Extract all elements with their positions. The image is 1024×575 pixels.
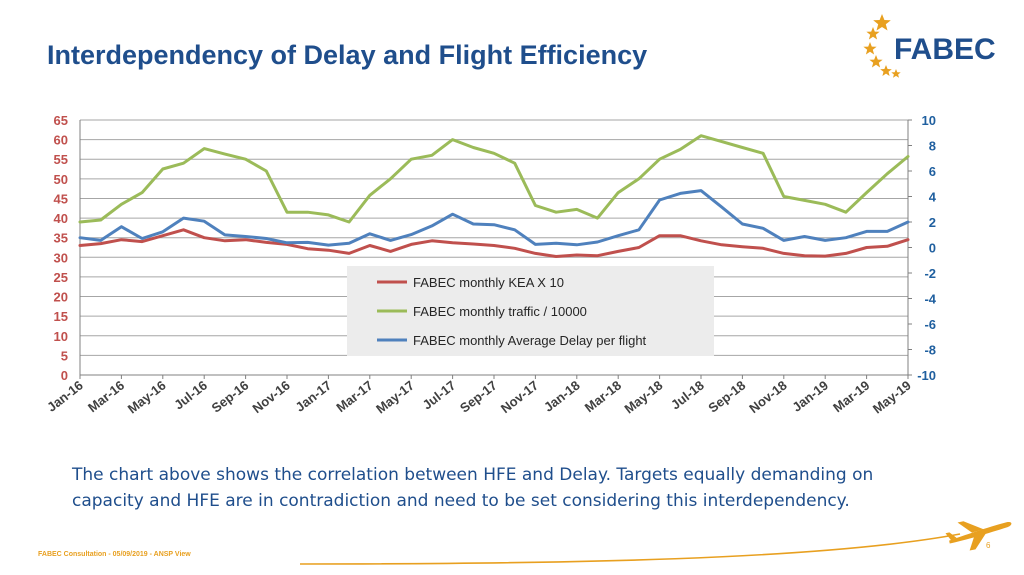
- caption-text: The chart above shows the correlation be…: [72, 465, 874, 511]
- x-tick-label: May-19: [870, 378, 914, 417]
- y-right-tick-label: 8: [929, 139, 936, 154]
- legend-box: [347, 266, 714, 356]
- slide-title: Interdependency of Delay and Flight Effi…: [47, 40, 648, 70]
- fabec-logo: FABEC: [863, 14, 996, 78]
- y-left-tick-label: 65: [54, 113, 68, 128]
- y-left-tick-label: 25: [54, 270, 68, 285]
- x-tick-label: Mar-16: [85, 378, 127, 416]
- y-left-tick-label: 0: [61, 368, 68, 383]
- page-number: 6: [986, 541, 991, 550]
- x-tick-label: Nov-18: [746, 378, 789, 417]
- x-tick-label: May-18: [621, 378, 665, 417]
- x-tick-label: Nov-16: [249, 378, 292, 417]
- footer-text: FABEC Consultation - 05/09/2019 - ANSP V…: [38, 551, 191, 558]
- y-right-tick-label: 2: [929, 215, 936, 230]
- x-tick-label: May-16: [125, 378, 169, 417]
- series-line-3: [78, 189, 910, 247]
- y-right-tick-label: 4: [929, 190, 937, 205]
- y-right-tick-label: 10: [922, 113, 936, 128]
- y-left-tick-label: 35: [54, 231, 68, 246]
- x-tick-label: Jul-17: [420, 378, 459, 413]
- orange-swoosh: [300, 533, 961, 565]
- y-left-tick-label: 60: [54, 133, 68, 148]
- y-left-tick-label: 5: [61, 348, 68, 363]
- y-left-tick-label: 55: [54, 152, 68, 167]
- y-left-tick-label: 40: [54, 211, 68, 226]
- chart: 0 5 10 15 20 25 30 35 40 45 50 55 60 65 -10 -8 -6 -4 -2 0 2 4…: [40, 108, 970, 458]
- x-tick-label: Mar-19: [830, 378, 872, 416]
- y-left-tick-label: 15: [54, 309, 68, 324]
- x-tick-label: Mar-17: [333, 378, 375, 416]
- logo-text: FABEC: [894, 33, 996, 66]
- y-right-tick-label: 6: [929, 164, 936, 179]
- series-line-1: [78, 228, 910, 258]
- legend-label: FABEC monthly traffic / 10000: [413, 304, 587, 319]
- legend-label: FABEC monthly Average Delay per flight: [413, 333, 647, 348]
- y-right-tick-label: -6: [924, 317, 936, 332]
- y-right-tick-label: -10: [917, 368, 936, 383]
- x-tick-label: Jan-18: [541, 378, 583, 415]
- y-left-tick-label: 45: [54, 191, 68, 206]
- x-tick-label: Jan-19: [789, 378, 831, 415]
- y-left-tick-label: 30: [54, 250, 68, 265]
- y-right-tick-label: 0: [929, 241, 936, 256]
- line-chart-svg: 0 5 10 15 20 25 30 35 40 45 50 55 60 65 -10 -8 -6 -4 -2 0 2 4…: [44, 113, 937, 417]
- x-tick-label: Nov-17: [498, 378, 541, 417]
- y-left-tick-label: 10: [54, 329, 68, 344]
- legend-label: FABEC monthly KEA X 10: [413, 275, 564, 290]
- x-tick-label: Mar-18: [582, 378, 624, 416]
- y-left-tick-label: 50: [54, 172, 68, 187]
- y-right-tick-label: -8: [924, 343, 936, 358]
- x-tick-label: Jul-16: [171, 378, 210, 413]
- star-icon: [863, 14, 901, 78]
- airplane-icon: [945, 521, 1012, 551]
- x-tick-label: Jan-16: [44, 378, 86, 415]
- x-tick-label: Jul-18: [668, 378, 707, 413]
- series-line-2: [78, 134, 910, 224]
- y-right-tick-label: -4: [924, 292, 936, 307]
- x-tick-label: Sep-17: [457, 378, 500, 416]
- x-tick-label: Sep-16: [209, 378, 252, 416]
- x-tick-label: Sep-18: [705, 378, 748, 416]
- y-right-tick-label: -2: [924, 266, 936, 281]
- y-left-tick-label: 20: [54, 290, 68, 305]
- x-tick-label: Jan-17: [293, 378, 335, 415]
- x-tick-label: May-17: [373, 378, 417, 417]
